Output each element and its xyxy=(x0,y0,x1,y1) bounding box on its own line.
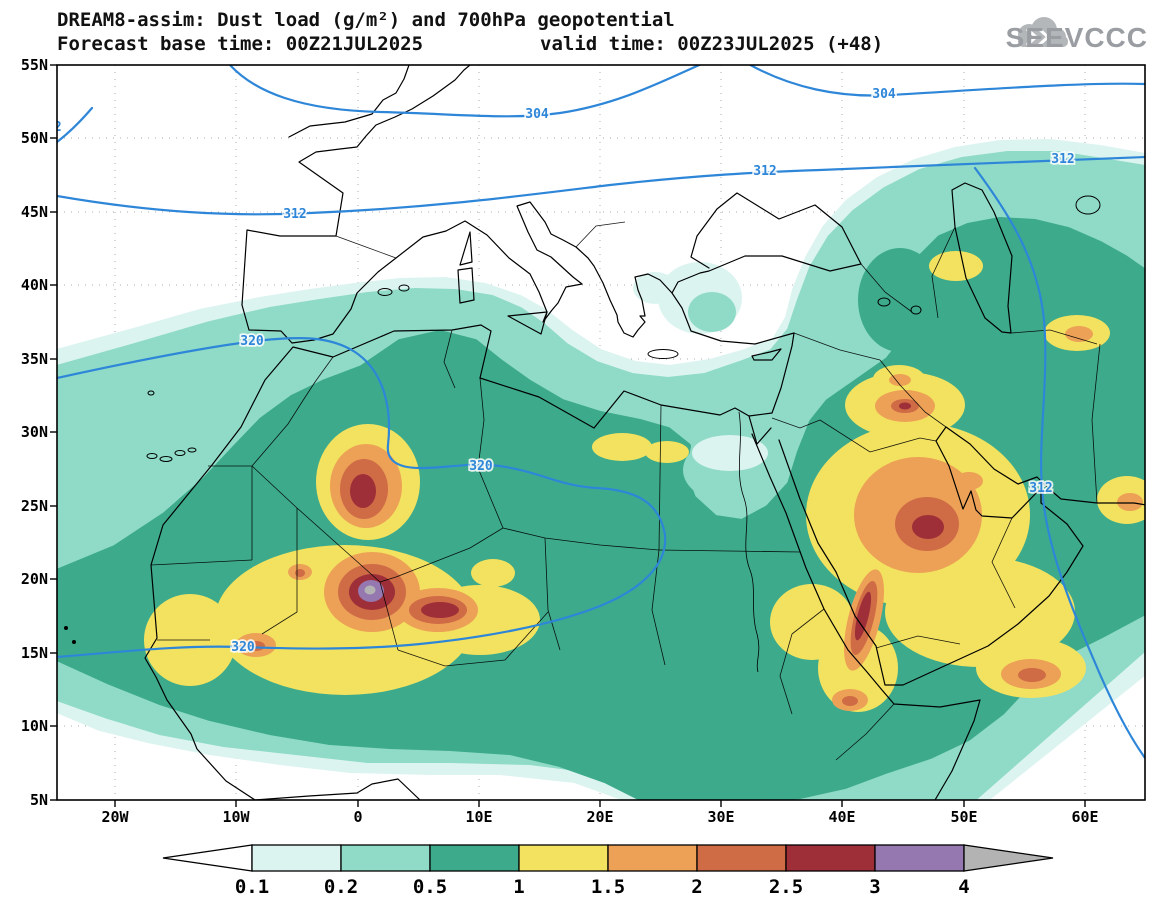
geo-contour-label: 320 xyxy=(469,459,493,474)
lat-axis-labels: 55N 50N 45N 40N 35N 30N 25N 20N 15N 10N … xyxy=(21,56,48,809)
geo-contour-label: 312 xyxy=(283,207,306,222)
geo-contour-label: 312 xyxy=(1051,152,1074,167)
lat-tick-label: 15N xyxy=(21,644,48,662)
map-subtitle-valid: valid time: 00Z23JUL2025 (+48) xyxy=(540,33,883,55)
logo-text: SEEVCCC xyxy=(1006,22,1148,53)
colorbar-tick-label: 2.5 xyxy=(769,876,803,898)
geopotential-contours xyxy=(57,65,1145,760)
lat-tick-label: 25N xyxy=(21,497,48,515)
lat-tick-label: 45N xyxy=(21,203,48,221)
colorbar-tick-label: 0.2 xyxy=(324,876,358,898)
colorbar: 0.1 0.2 0.5 1 1.5 2 2.5 3 4 xyxy=(162,844,1054,898)
colorbar-tick-label: 3 xyxy=(869,876,880,898)
lat-tick-label: 35N xyxy=(21,350,48,368)
country-borders xyxy=(150,221,1101,761)
lat-tick-label: 40N xyxy=(21,276,48,294)
dust-level-2p5-blobs xyxy=(349,402,944,641)
lat-tick-label: 30N xyxy=(21,423,48,441)
colorbar-right-arrow xyxy=(963,844,1054,872)
geo-contour-label: 312 xyxy=(38,120,61,135)
lon-tick-label: 0 xyxy=(353,808,362,826)
colorbar-labels: 0.1 0.2 0.5 1 1.5 2 2.5 3 4 xyxy=(235,876,970,898)
geo-contour-label: 304 xyxy=(872,87,896,102)
geopotential-labels: 304 304 312 312 312 312 312 320 320 320 xyxy=(38,85,1076,657)
colorbar-tick-label: 0.1 xyxy=(235,876,269,898)
lon-tick-label: 60E xyxy=(1071,808,1098,826)
geo-contour-label: 312 xyxy=(1029,481,1052,496)
colorbar-tick-label: 2 xyxy=(691,876,702,898)
colorbar-tick-label: 1 xyxy=(513,876,524,898)
lon-tick-label: 20E xyxy=(586,808,613,826)
geo-contour-label: 312 xyxy=(753,164,776,179)
colorbar-left-arrow xyxy=(162,844,253,872)
lon-tick-label: 10W xyxy=(222,808,250,826)
lat-tick-label: 5N xyxy=(30,791,48,809)
geo-contour-label: 304 xyxy=(525,107,549,122)
map-title: DREAM8-assim: Dust load (g/m²) and 700hP… xyxy=(57,9,675,31)
lat-tick-label: 50N xyxy=(21,129,48,147)
lat-tick-label: 20N xyxy=(21,570,48,588)
colorbar-tick-label: 0.5 xyxy=(413,876,447,898)
map-subtitle-base: Forecast base time: 00Z21JUL2025 xyxy=(57,33,423,55)
lon-axis-labels: 20W 10W 0 10E 20E 30E 40E 50E 60E xyxy=(101,808,1098,826)
geo-contour-label: 320 xyxy=(231,640,255,655)
lat-tick-label: 10N xyxy=(21,717,48,735)
coastlines xyxy=(64,65,1145,800)
lon-tick-label: 20W xyxy=(101,808,129,826)
lon-tick-label: 10E xyxy=(465,808,492,826)
nile-river xyxy=(738,411,760,673)
dust-contour-fills xyxy=(57,139,1145,800)
lon-tick-label: 40E xyxy=(828,808,855,826)
geo-contour-label: 320 xyxy=(240,334,264,349)
colorbar-tick-label: 4 xyxy=(958,876,969,898)
colorbar-tick-label: 1.5 xyxy=(591,876,625,898)
axis-ticks xyxy=(50,64,1086,807)
dust-level-4-blob xyxy=(364,585,376,595)
lat-tick-label: 55N xyxy=(21,56,48,74)
lon-tick-label: 50E xyxy=(950,808,977,826)
lon-tick-label: 30E xyxy=(707,808,734,826)
seevccc-cloud-icon xyxy=(1018,17,1068,47)
seevccc-logo: SEEVCCC xyxy=(1006,17,1148,53)
